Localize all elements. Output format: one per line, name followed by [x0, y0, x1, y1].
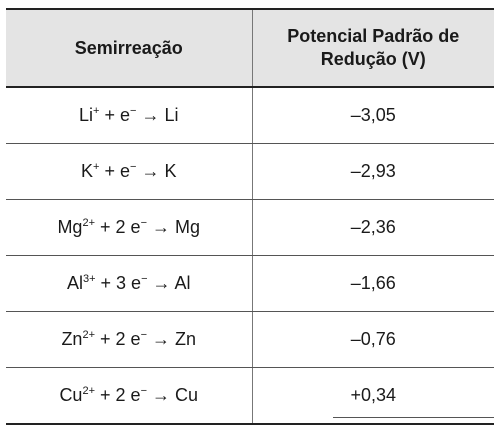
table-row: K+ + e− → K –2,93: [6, 143, 494, 200]
electron-symbol: e: [131, 273, 142, 293]
table-row: Mg2+ + 2 e− → Mg –2,36: [6, 199, 494, 256]
reaction-arrow: →: [152, 273, 171, 293]
reactant-ion-charge: +: [93, 161, 100, 173]
electron-coefficient: 3: [116, 273, 127, 293]
potential-value: –2,36: [350, 217, 396, 237]
reactant-ion-charge: 2+: [82, 217, 95, 229]
reactant-ion-charge: +: [93, 105, 100, 117]
half-reaction-cell: Li+ + e− → Li: [6, 87, 253, 144]
footer-rule: [333, 417, 494, 418]
header-half-reaction-label: Semirreação: [74, 37, 183, 58]
half-reaction-cell: Mg2+ + 2 e− → Mg: [6, 199, 253, 256]
header-potential-line1: Potencial Padrão de: [287, 26, 460, 46]
reactant-ion: Zn: [61, 329, 83, 349]
table-row: Li+ + e− → Li –3,05: [6, 87, 494, 144]
product-element: Zn: [175, 329, 197, 349]
electron-charge: −: [141, 273, 148, 285]
product-element: Li: [164, 105, 179, 125]
product-element: Cu: [175, 385, 199, 405]
electron-symbol: e: [119, 105, 130, 125]
table-header-row: Semirreação Potencial Padrão de Redução …: [6, 8, 494, 88]
reactant-ion: Cu: [59, 385, 83, 405]
reactant-ion: Al: [66, 273, 83, 293]
reaction-arrow: →: [152, 329, 171, 349]
header-standard-potential: Potencial Padrão de Redução (V): [252, 8, 494, 88]
product-element: K: [164, 161, 177, 181]
electron-symbol: e: [130, 385, 141, 405]
electron-coefficient: 2: [115, 217, 126, 237]
electron-coefficient: 2: [115, 385, 126, 405]
potential-value-cell: –0,76: [252, 311, 494, 368]
reactant-ion: Li: [79, 105, 94, 125]
electron-charge: −: [140, 217, 147, 229]
electron-symbol: e: [130, 329, 141, 349]
half-reaction-cell: K+ + e− → K: [6, 143, 253, 200]
reactant-ion-charge: 2+: [82, 329, 95, 341]
potential-value-cell: –2,93: [252, 143, 494, 200]
potential-value: –3,05: [350, 105, 396, 125]
potential-value: –0,76: [350, 329, 396, 349]
potential-value: +0,34: [350, 385, 397, 405]
product-element: Mg: [175, 217, 201, 237]
reaction-arrow: →: [141, 161, 160, 181]
potential-value-cell: +0,34: [252, 367, 494, 425]
half-reaction-cell: Cu2+ + 2 e− → Cu: [6, 367, 253, 425]
electron-charge: −: [130, 105, 137, 117]
table-row: Al3+ + 3 e− → Al –1,66: [6, 255, 494, 312]
electron-symbol: e: [130, 217, 141, 237]
reaction-arrow: →: [141, 105, 160, 125]
reduction-potential-table: Semirreação Potencial Padrão de Redução …: [6, 8, 494, 425]
reaction-arrow: →: [152, 217, 171, 237]
half-reaction-cell: Zn2+ + 2 e− → Zn: [6, 311, 253, 368]
potential-value-cell: –1,66: [252, 255, 494, 312]
electron-symbol: e: [119, 161, 130, 181]
product-element: Al: [174, 273, 191, 293]
table-row: Zn2+ + 2 e− → Zn –0,76: [6, 311, 494, 368]
table-row: Cu2+ + 2 e− → Cu +0,34: [6, 367, 494, 425]
table-body: Li+ + e− → Li –3,05 K+ + e− → K –2,93 Mg2+ +…: [6, 87, 494, 425]
electron-charge: −: [140, 385, 147, 397]
reactant-ion-charge: 3+: [82, 273, 96, 285]
potential-value-cell: –3,05: [252, 87, 494, 144]
reactant-ion: K: [81, 161, 94, 181]
reactant-ion: Mg: [57, 217, 83, 237]
header-half-reaction: Semirreação: [6, 8, 253, 88]
electron-charge: −: [140, 329, 147, 341]
electron-charge: −: [130, 161, 137, 173]
potential-table-container: Semirreação Potencial Padrão de Redução …: [6, 8, 494, 425]
potential-value: –2,93: [350, 161, 396, 181]
reaction-arrow: →: [152, 385, 171, 405]
reactant-ion-charge: 2+: [82, 385, 95, 397]
electron-coefficient: 2: [115, 329, 126, 349]
potential-value: –1,66: [350, 273, 396, 293]
potential-value-cell: –2,36: [252, 199, 494, 256]
half-reaction-cell: Al3+ + 3 e− → Al: [6, 255, 253, 312]
header-potential-line2: Redução (V): [320, 49, 426, 69]
